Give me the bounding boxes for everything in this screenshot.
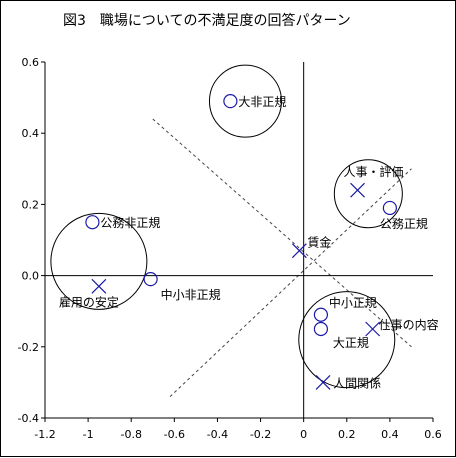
cluster-circle: [298, 291, 396, 389]
y-tick-label: -0.4: [18, 412, 39, 425]
point-circle-marker: [223, 94, 238, 109]
point-label: 中小非正規: [161, 287, 221, 302]
cluster-circle: [333, 159, 403, 229]
cross-stroke: [315, 374, 331, 390]
tick-labels: -1.2 -1 -0.8 -0.6 -0.4 -0.2 0 0.2 0.4 0.6 0.6 0.4 0.…: [18, 56, 442, 441]
y-tick-label: 0.6: [22, 56, 40, 69]
cluster-circle: [208, 64, 282, 138]
point-circle-marker: [313, 321, 329, 337]
point-circle-marker: [85, 215, 100, 230]
point-label: 雇用の安定: [59, 294, 119, 309]
point-circle-marker: [143, 272, 158, 287]
chart-title: 図3 職場についての不満足度の回答パターン: [63, 12, 351, 29]
guide-lines: [152, 118, 412, 398]
x-tick-label: 0.4: [381, 428, 399, 441]
y-tick-label: 0.2: [22, 198, 40, 211]
cross-stroke: [350, 182, 365, 198]
guide-line: [169, 168, 412, 398]
x-tick-label: 0.2: [338, 428, 356, 441]
x-tick-label: -1: [83, 428, 94, 441]
data-points: [85, 94, 397, 390]
point-label: 大正規: [333, 335, 369, 350]
point-cross-marker: [291, 243, 307, 259]
x-tick-label: -0.6: [164, 428, 185, 441]
point-cross-marker: [365, 321, 381, 337]
point-label: 人間関係: [333, 376, 381, 390]
x-tick-label: -0.2: [250, 428, 271, 441]
y-tick-label: 0.4: [22, 127, 40, 140]
point-cross-marker: [315, 374, 331, 390]
axes: [44, 62, 433, 419]
point-label: 公務正規: [380, 216, 428, 231]
guide-line: [152, 118, 412, 348]
x-tick-label: -0.8: [120, 428, 141, 441]
y-tick-label: 0.0: [22, 270, 40, 283]
x-tick-label: 0.6: [424, 428, 442, 441]
x-tick-label: 0: [300, 428, 307, 441]
cross-stroke: [365, 321, 381, 337]
point-cross-marker: [91, 278, 107, 294]
point-label: 中小正規: [329, 295, 377, 310]
point-circle-marker: [382, 200, 397, 216]
cross-stroke: [291, 243, 307, 259]
point-label: 賃金: [307, 235, 331, 250]
cluster-circles: [50, 64, 403, 389]
x-tick-label: -0.4: [207, 428, 228, 441]
y-tick-label: -0.2: [18, 341, 39, 354]
point-label: 人事・評価: [344, 164, 404, 179]
point-label: 大非正規: [238, 94, 286, 109]
point-label: 仕事の内容: [379, 317, 439, 332]
cluster-circle: [50, 212, 148, 310]
point-label: 公務非正規: [100, 215, 160, 230]
point-circle-marker: [313, 307, 329, 322]
x-tick-label: -1.2: [34, 428, 55, 441]
point-cross-marker: [350, 182, 365, 198]
cross-stroke: [91, 278, 107, 294]
